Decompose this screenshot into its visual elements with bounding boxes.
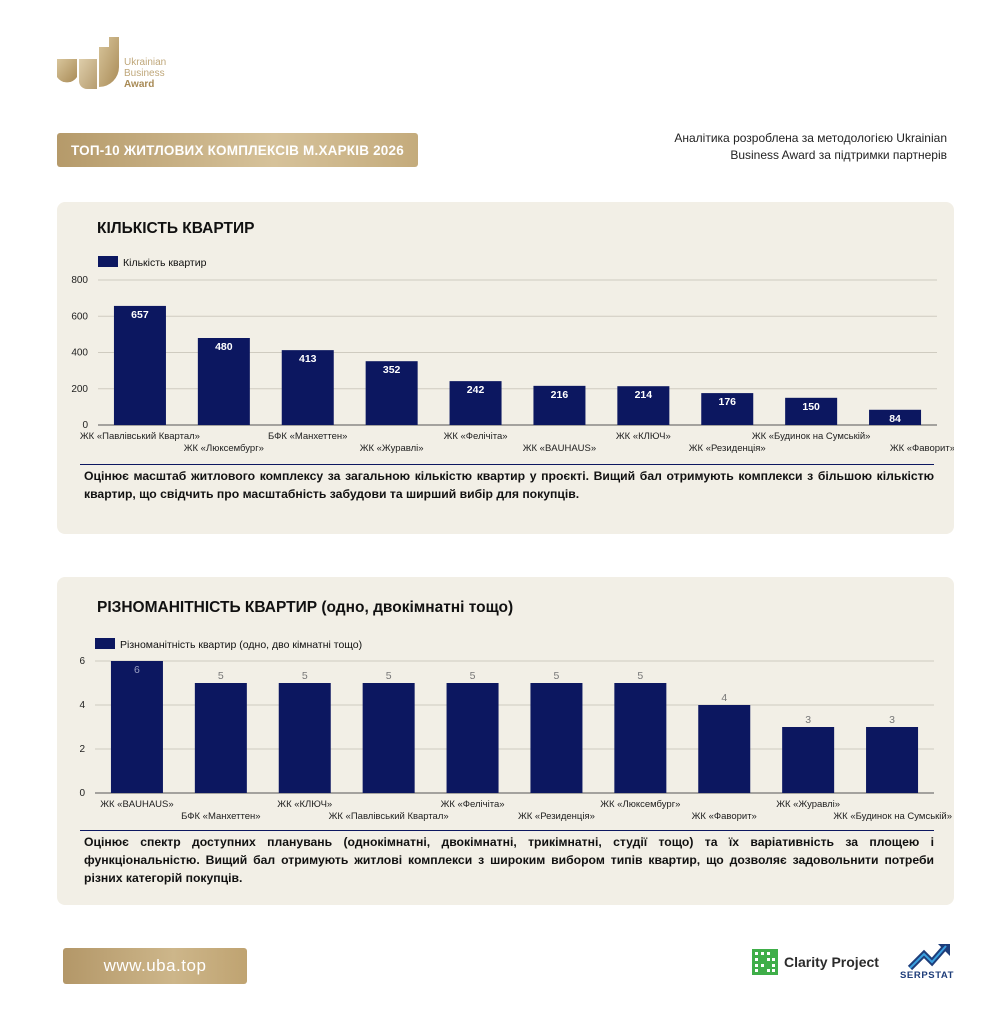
x-tick-label: ЖК «BAUHAUS» <box>100 799 173 810</box>
bar-chart-apartments-count: Кількість квартир 0 200 400 600 800 657 ЖК «Пав… <box>71 256 954 454</box>
x-tick-label: ЖК «Журавлі» <box>776 799 840 810</box>
data-label: 5 <box>386 670 392 682</box>
x-tick-label: ЖК «Павлівський Квартал» <box>329 811 449 822</box>
x-tick-label: ЖК «КЛЮЧ» <box>277 799 332 810</box>
bar <box>365 361 418 425</box>
uba-logo <box>57 37 119 89</box>
chart-divider <box>80 464 934 465</box>
bar <box>698 705 751 793</box>
x-tick-label: ЖК «Будинок на Сумській» <box>752 431 871 442</box>
bar <box>446 683 499 793</box>
bar <box>449 381 502 425</box>
bar <box>869 409 922 425</box>
data-label: 3 <box>805 714 811 726</box>
legend-label: Різноманітність квартир (одно, дво кімна… <box>120 639 362 651</box>
y-tick-label: 200 <box>71 384 88 395</box>
bar <box>194 683 247 793</box>
data-label: 352 <box>383 364 401 376</box>
x-tick-label: ЖК «Фелічіта» <box>444 431 508 442</box>
y-tick-label: 400 <box>71 348 88 359</box>
data-label: 216 <box>551 389 569 401</box>
bar <box>617 386 670 425</box>
bar <box>278 683 331 793</box>
data-label: 413 <box>299 353 317 365</box>
data-label: 5 <box>470 670 476 682</box>
data-label: 242 <box>467 384 485 396</box>
chart-title: КІЛЬКІСТЬ КВАРТИР <box>97 220 255 237</box>
x-tick-label: ЖК «Люксембург» <box>184 443 264 454</box>
bar <box>113 305 166 425</box>
chart-card-apartments-count: КІЛЬКІСТЬ КВАРТИР Кількість квартир 0 200 4… <box>57 202 954 534</box>
data-label: 5 <box>218 670 224 682</box>
bar <box>197 338 250 425</box>
chart-title: РІЗНОМАНІТНІСТЬ КВАРТИР (одно, двокімнат… <box>97 599 514 616</box>
clarity-project-logo: Clarity Project <box>752 948 879 976</box>
y-tick-label: 2 <box>79 744 85 755</box>
chart-description: Оцінює масштаб житлового комплексу за за… <box>84 469 934 501</box>
chart-divider <box>80 830 934 831</box>
bar <box>782 727 835 793</box>
y-tick-label: 600 <box>71 311 88 322</box>
data-label: 4 <box>721 692 727 704</box>
bar <box>866 727 919 793</box>
data-label: 150 <box>802 401 820 413</box>
legend-label: Кількість квартир <box>123 257 207 269</box>
y-tick-label: 800 <box>71 275 88 286</box>
data-label: 5 <box>554 670 560 682</box>
x-tick-label: ЖК «Фаворит» <box>890 443 954 454</box>
data-label: 5 <box>637 670 643 682</box>
bar <box>614 683 667 793</box>
bar <box>362 683 415 793</box>
data-label: 176 <box>718 396 736 408</box>
data-label: 657 <box>131 309 149 321</box>
x-tick-label: ЖК «КЛЮЧ» <box>616 431 671 442</box>
serpstat-label: SERPSTAT <box>900 970 955 981</box>
data-label: 6 <box>134 664 140 676</box>
bar <box>785 397 838 425</box>
bar <box>530 683 583 793</box>
data-label: 3 <box>889 714 895 726</box>
website-link[interactable]: www.uba.top <box>63 948 247 984</box>
bar <box>281 350 334 425</box>
y-tick-label: 0 <box>82 420 88 431</box>
x-tick-label: ЖК «Фаворит» <box>692 811 757 822</box>
methodology-note: Аналітика розроблена за методологією Ukr… <box>674 131 947 162</box>
bar-chart-apartment-variety: Різноманітність квартир (одно, дво кімна… <box>79 638 952 822</box>
bar <box>701 393 754 425</box>
bar <box>110 661 163 793</box>
data-label: 214 <box>635 389 653 401</box>
y-tick-label: 6 <box>79 656 85 667</box>
x-tick-label: ЖК «Резиденція» <box>689 443 766 454</box>
legend-swatch <box>98 256 118 267</box>
serpstat-icon <box>907 944 950 971</box>
report-title-badge: ТОП-10 ЖИТЛОВИХ КОМПЛЕКСІВ М.ХАРКІВ 2026 <box>57 133 418 167</box>
x-tick-label: ЖК «Фелічіта» <box>441 799 505 810</box>
x-tick-label: БФК «Манхеттен» <box>181 811 260 822</box>
x-tick-label: ЖК «Будинок на Сумській» <box>833 811 952 822</box>
logo-text: Ukrainian Business Award <box>124 57 167 90</box>
y-tick-label: 4 <box>79 700 85 711</box>
x-tick-label: БФК «Манхеттен» <box>268 431 347 442</box>
y-tick-label: 0 <box>79 788 85 799</box>
data-label: 480 <box>215 341 233 353</box>
clarity-project-label: Clarity Project <box>784 954 879 970</box>
chart-description: Оцінює спектр доступних планувань (однок… <box>84 835 934 885</box>
bar <box>533 385 586 425</box>
x-tick-label: ЖК «Резиденція» <box>518 811 595 822</box>
data-label: 84 <box>889 413 901 425</box>
x-tick-label: ЖК «Люксембург» <box>600 799 680 810</box>
x-tick-label: ЖК «BAUHAUS» <box>523 443 596 454</box>
data-label: 5 <box>302 670 308 682</box>
clarity-project-icon <box>752 949 778 975</box>
chart-card-apartment-variety: РІЗНОМАНІТНІСТЬ КВАРТИР (одно, двокімнат… <box>57 577 954 905</box>
x-tick-label: ЖК «Павлівський Квартал» <box>80 431 200 442</box>
x-tick-label: ЖК «Журавлі» <box>360 443 424 454</box>
legend-swatch <box>95 638 115 649</box>
